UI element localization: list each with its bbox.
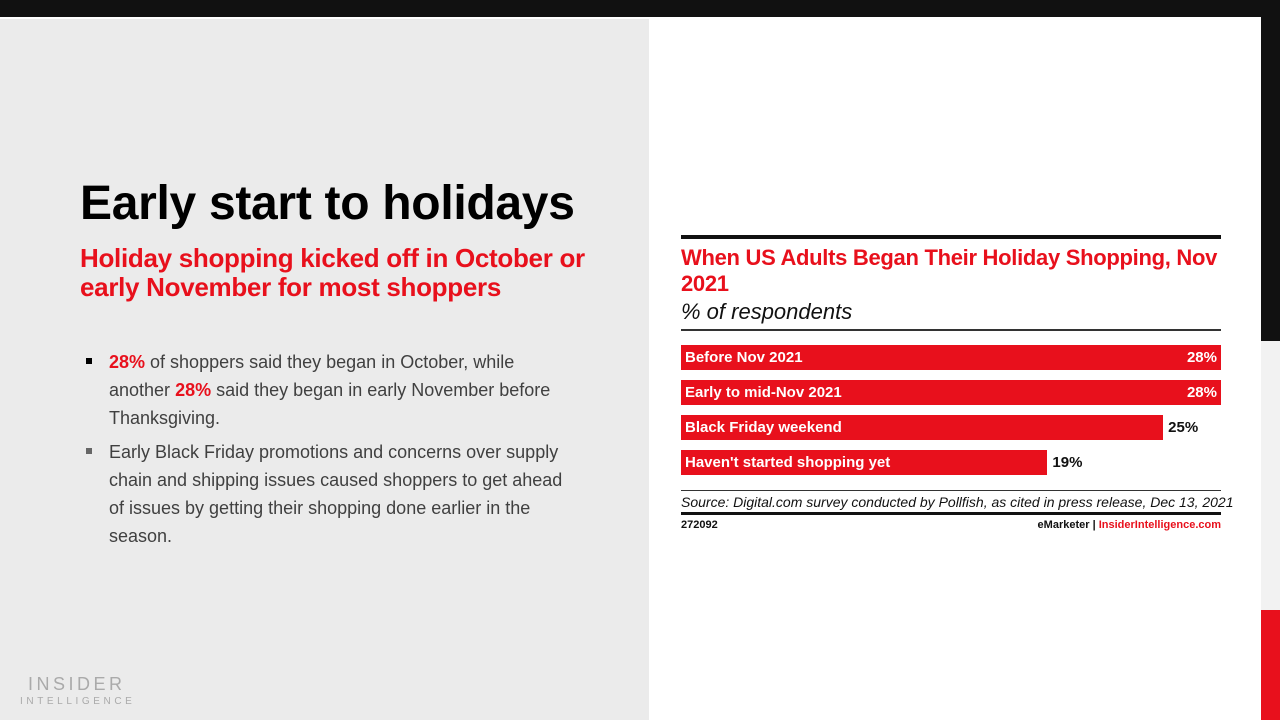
bar-label: Haven't started shopping yet xyxy=(685,454,891,471)
data-label: 19% xyxy=(1052,454,1083,471)
data-label: 25% xyxy=(1168,419,1199,436)
chart-divider xyxy=(681,329,1221,331)
bar: Early to mid-Nov 2021 xyxy=(681,380,1221,405)
slide-title: Early start to holidays xyxy=(80,177,575,230)
chart-subtitle: % of respondents xyxy=(681,299,853,324)
bullet-list: 28% of shoppers said they began in Octob… xyxy=(86,348,576,556)
source-divider xyxy=(681,490,1221,491)
bar: Before Nov 2021 xyxy=(681,345,1221,370)
edge-strip-red xyxy=(1261,610,1280,720)
data-label: 28% xyxy=(1186,349,1217,366)
bullet-item: 28% of shoppers said they began in Octob… xyxy=(86,348,576,432)
bar: Haven't started shopping yet xyxy=(681,450,1048,475)
bar-label: Black Friday weekend xyxy=(685,419,842,436)
bullet-item: Early Black Friday promotions and concer… xyxy=(86,438,576,550)
chart-source: Source: Digital.com survey conducted by … xyxy=(681,494,1234,510)
chart-title: When US Adults Began Their Holiday Shopp… xyxy=(681,245,1218,296)
bar: Black Friday weekend xyxy=(681,415,1164,440)
bar-label: Before Nov 2021 xyxy=(685,349,803,366)
slide-subtitle: Holiday shopping kicked off in October o… xyxy=(80,243,585,302)
edge-strip-black xyxy=(1261,17,1280,341)
chart-bottom-rule xyxy=(681,512,1221,515)
bar-chart: When US Adults Began Their Holiday Shopp… xyxy=(681,235,1221,495)
chart-brand: eMarketer | InsiderIntelligence.com xyxy=(1037,519,1221,531)
insider-intelligence-logo: INSIDER INTELLIGENCE xyxy=(20,674,136,707)
bars-area: Before Nov 2021 28% Early to mid-Nov 2021 2… xyxy=(681,345,1221,495)
chart-id: 272092 xyxy=(681,519,718,531)
data-label: 28% xyxy=(1186,384,1217,401)
left-panel xyxy=(0,19,649,720)
chart-top-rule xyxy=(681,235,1221,239)
top-bar xyxy=(0,0,1280,17)
edge-strip-gray xyxy=(1261,341,1280,610)
bar-label: Early to mid-Nov 2021 xyxy=(685,384,842,401)
